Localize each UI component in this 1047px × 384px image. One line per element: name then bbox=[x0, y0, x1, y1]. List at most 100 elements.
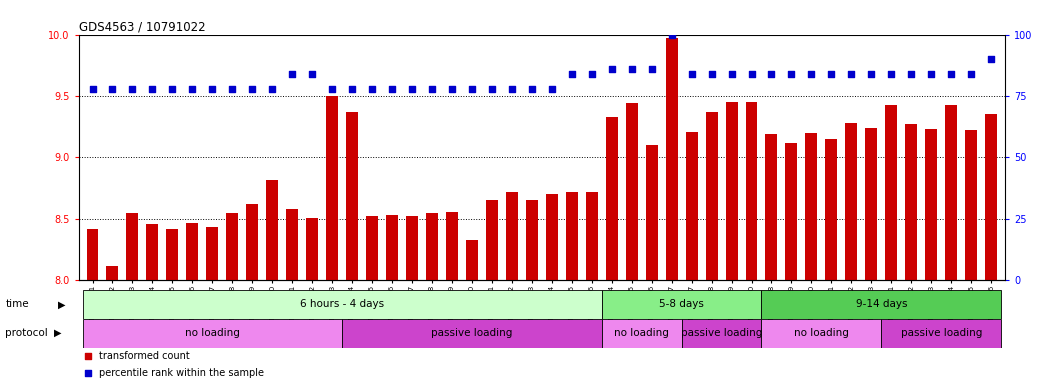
Bar bbox=[83, 319, 342, 348]
Point bbox=[618, 283, 634, 289]
Text: GDS4563 / 10791022: GDS4563 / 10791022 bbox=[79, 20, 205, 33]
Point bbox=[563, 71, 580, 77]
Text: 5-8 days: 5-8 days bbox=[660, 299, 704, 310]
Bar bbox=[406, 217, 418, 280]
Text: transformed count: transformed count bbox=[98, 351, 190, 361]
Point bbox=[224, 86, 241, 92]
Point bbox=[983, 56, 1000, 62]
Text: passive loading: passive loading bbox=[900, 328, 982, 338]
Text: 9-14 days: 9-14 days bbox=[855, 299, 907, 310]
Point bbox=[943, 71, 960, 77]
Bar bbox=[127, 213, 138, 280]
Point bbox=[903, 71, 919, 77]
Bar bbox=[147, 224, 158, 280]
Bar bbox=[226, 213, 239, 280]
Bar bbox=[745, 102, 757, 280]
Point bbox=[803, 71, 820, 77]
Point bbox=[264, 86, 281, 92]
Point bbox=[444, 86, 461, 92]
Bar bbox=[306, 218, 318, 280]
Point bbox=[404, 86, 421, 92]
Bar bbox=[825, 139, 838, 280]
Bar bbox=[186, 223, 198, 280]
Bar bbox=[565, 192, 578, 280]
Text: protocol: protocol bbox=[5, 328, 48, 338]
Point bbox=[823, 71, 840, 77]
Bar bbox=[386, 215, 398, 280]
Text: 6 hours - 4 days: 6 hours - 4 days bbox=[300, 299, 384, 310]
Point bbox=[284, 71, 300, 77]
Bar bbox=[602, 319, 682, 348]
Point bbox=[743, 71, 760, 77]
Point bbox=[763, 71, 780, 77]
Bar bbox=[286, 209, 298, 280]
Bar bbox=[246, 204, 259, 280]
Bar bbox=[682, 319, 761, 348]
Bar bbox=[626, 103, 638, 280]
Point bbox=[704, 71, 720, 77]
Bar bbox=[726, 102, 737, 280]
Point bbox=[144, 86, 161, 92]
Point bbox=[244, 86, 261, 92]
Bar bbox=[906, 124, 917, 280]
Point bbox=[324, 86, 340, 92]
Bar bbox=[585, 192, 598, 280]
Bar bbox=[886, 104, 897, 280]
Bar bbox=[965, 131, 977, 280]
Bar bbox=[83, 290, 602, 319]
Text: no loading: no loading bbox=[185, 328, 240, 338]
Bar bbox=[606, 117, 618, 280]
Point bbox=[343, 86, 360, 92]
Text: no loading: no loading bbox=[615, 328, 669, 338]
Point bbox=[104, 86, 120, 92]
Point bbox=[204, 86, 221, 92]
Point bbox=[484, 86, 500, 92]
Bar bbox=[366, 217, 378, 280]
Bar bbox=[545, 194, 558, 280]
Point bbox=[304, 71, 320, 77]
Bar bbox=[206, 227, 219, 280]
Text: ▶: ▶ bbox=[54, 328, 62, 338]
Bar bbox=[602, 290, 761, 319]
Point bbox=[843, 71, 860, 77]
Point bbox=[643, 66, 660, 72]
Bar bbox=[805, 133, 818, 280]
Bar bbox=[845, 123, 857, 280]
Bar bbox=[985, 114, 997, 280]
Bar bbox=[466, 240, 477, 280]
Text: no loading: no loading bbox=[794, 328, 849, 338]
Bar bbox=[706, 112, 717, 280]
Text: time: time bbox=[5, 299, 29, 310]
Point bbox=[963, 71, 980, 77]
Point bbox=[383, 86, 400, 92]
Bar bbox=[342, 319, 602, 348]
Point bbox=[863, 71, 879, 77]
Text: percentile rank within the sample: percentile rank within the sample bbox=[98, 368, 264, 379]
Point bbox=[783, 71, 800, 77]
Point bbox=[684, 71, 700, 77]
Bar bbox=[87, 229, 98, 280]
Point bbox=[922, 71, 939, 77]
Point bbox=[883, 71, 899, 77]
Point bbox=[164, 86, 181, 92]
Bar bbox=[327, 96, 338, 280]
Bar bbox=[666, 38, 677, 280]
Bar bbox=[945, 104, 957, 280]
Point bbox=[363, 86, 380, 92]
Bar bbox=[686, 132, 697, 280]
Bar bbox=[166, 229, 178, 280]
Point bbox=[623, 66, 640, 72]
Point bbox=[84, 86, 101, 92]
Point bbox=[543, 86, 560, 92]
Bar bbox=[765, 134, 778, 280]
Text: passive loading: passive loading bbox=[681, 328, 762, 338]
Bar bbox=[926, 129, 937, 280]
Point bbox=[603, 66, 620, 72]
Bar bbox=[646, 145, 658, 280]
Point bbox=[504, 86, 520, 92]
Point bbox=[424, 86, 441, 92]
Bar bbox=[526, 200, 538, 280]
Point bbox=[723, 71, 740, 77]
Bar bbox=[865, 128, 877, 280]
Bar bbox=[426, 213, 438, 280]
